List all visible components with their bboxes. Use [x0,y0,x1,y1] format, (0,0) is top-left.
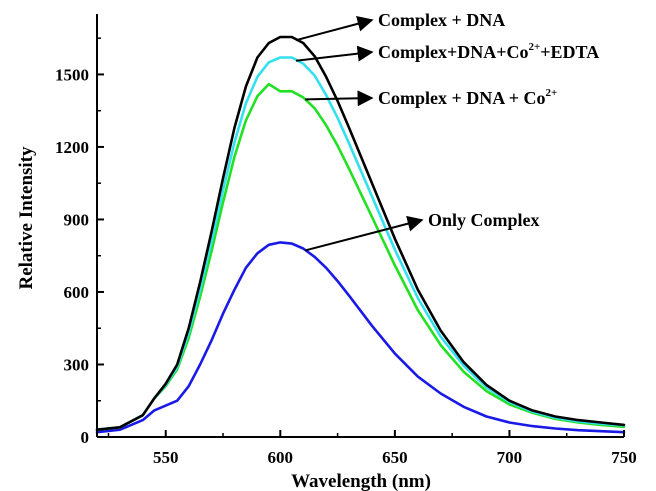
annotation-arrow [305,90,374,107]
annotations: Complex + DNA Complex+DNA+Co2++EDTA Comple… [295,10,599,252]
series-line-0 [95,35,626,432]
axes: 550 600 650 700 750 0 300 600 900 1200 1500 [55,14,637,467]
x-tick-label: 700 [497,448,523,467]
annotation-label: Complex + DNA [378,10,505,30]
plot-lines [95,35,626,434]
y-tick-label: 300 [64,355,90,374]
x-tick-label: 550 [153,448,179,467]
series-line-2 [95,82,626,432]
x-tick-label: 600 [268,448,294,467]
y-tick-label: 1500 [55,65,89,84]
y-axis-title: Relative Intensity [16,146,37,290]
y-tick-label: 600 [64,283,90,302]
series-line-1 [95,56,626,432]
x-tick-label: 650 [382,448,408,467]
annotation-arrow [304,215,424,252]
annotation-arrow [295,15,374,42]
y-tick-label: 0 [81,428,90,447]
annotation-arrow [295,45,374,62]
y-tick-label: 1200 [55,138,89,157]
annotation-label: Complex + DNA + Co2+ [378,87,557,108]
series-line-3 [95,241,626,434]
x-axis-title: Wavelength (nm) [291,471,431,491]
y-tick-label: 900 [64,210,90,229]
x-tick-label: 750 [611,448,637,467]
annotation-label: Only Complex [428,210,540,230]
annotation-label: Complex+DNA+Co2++EDTA [378,41,599,62]
